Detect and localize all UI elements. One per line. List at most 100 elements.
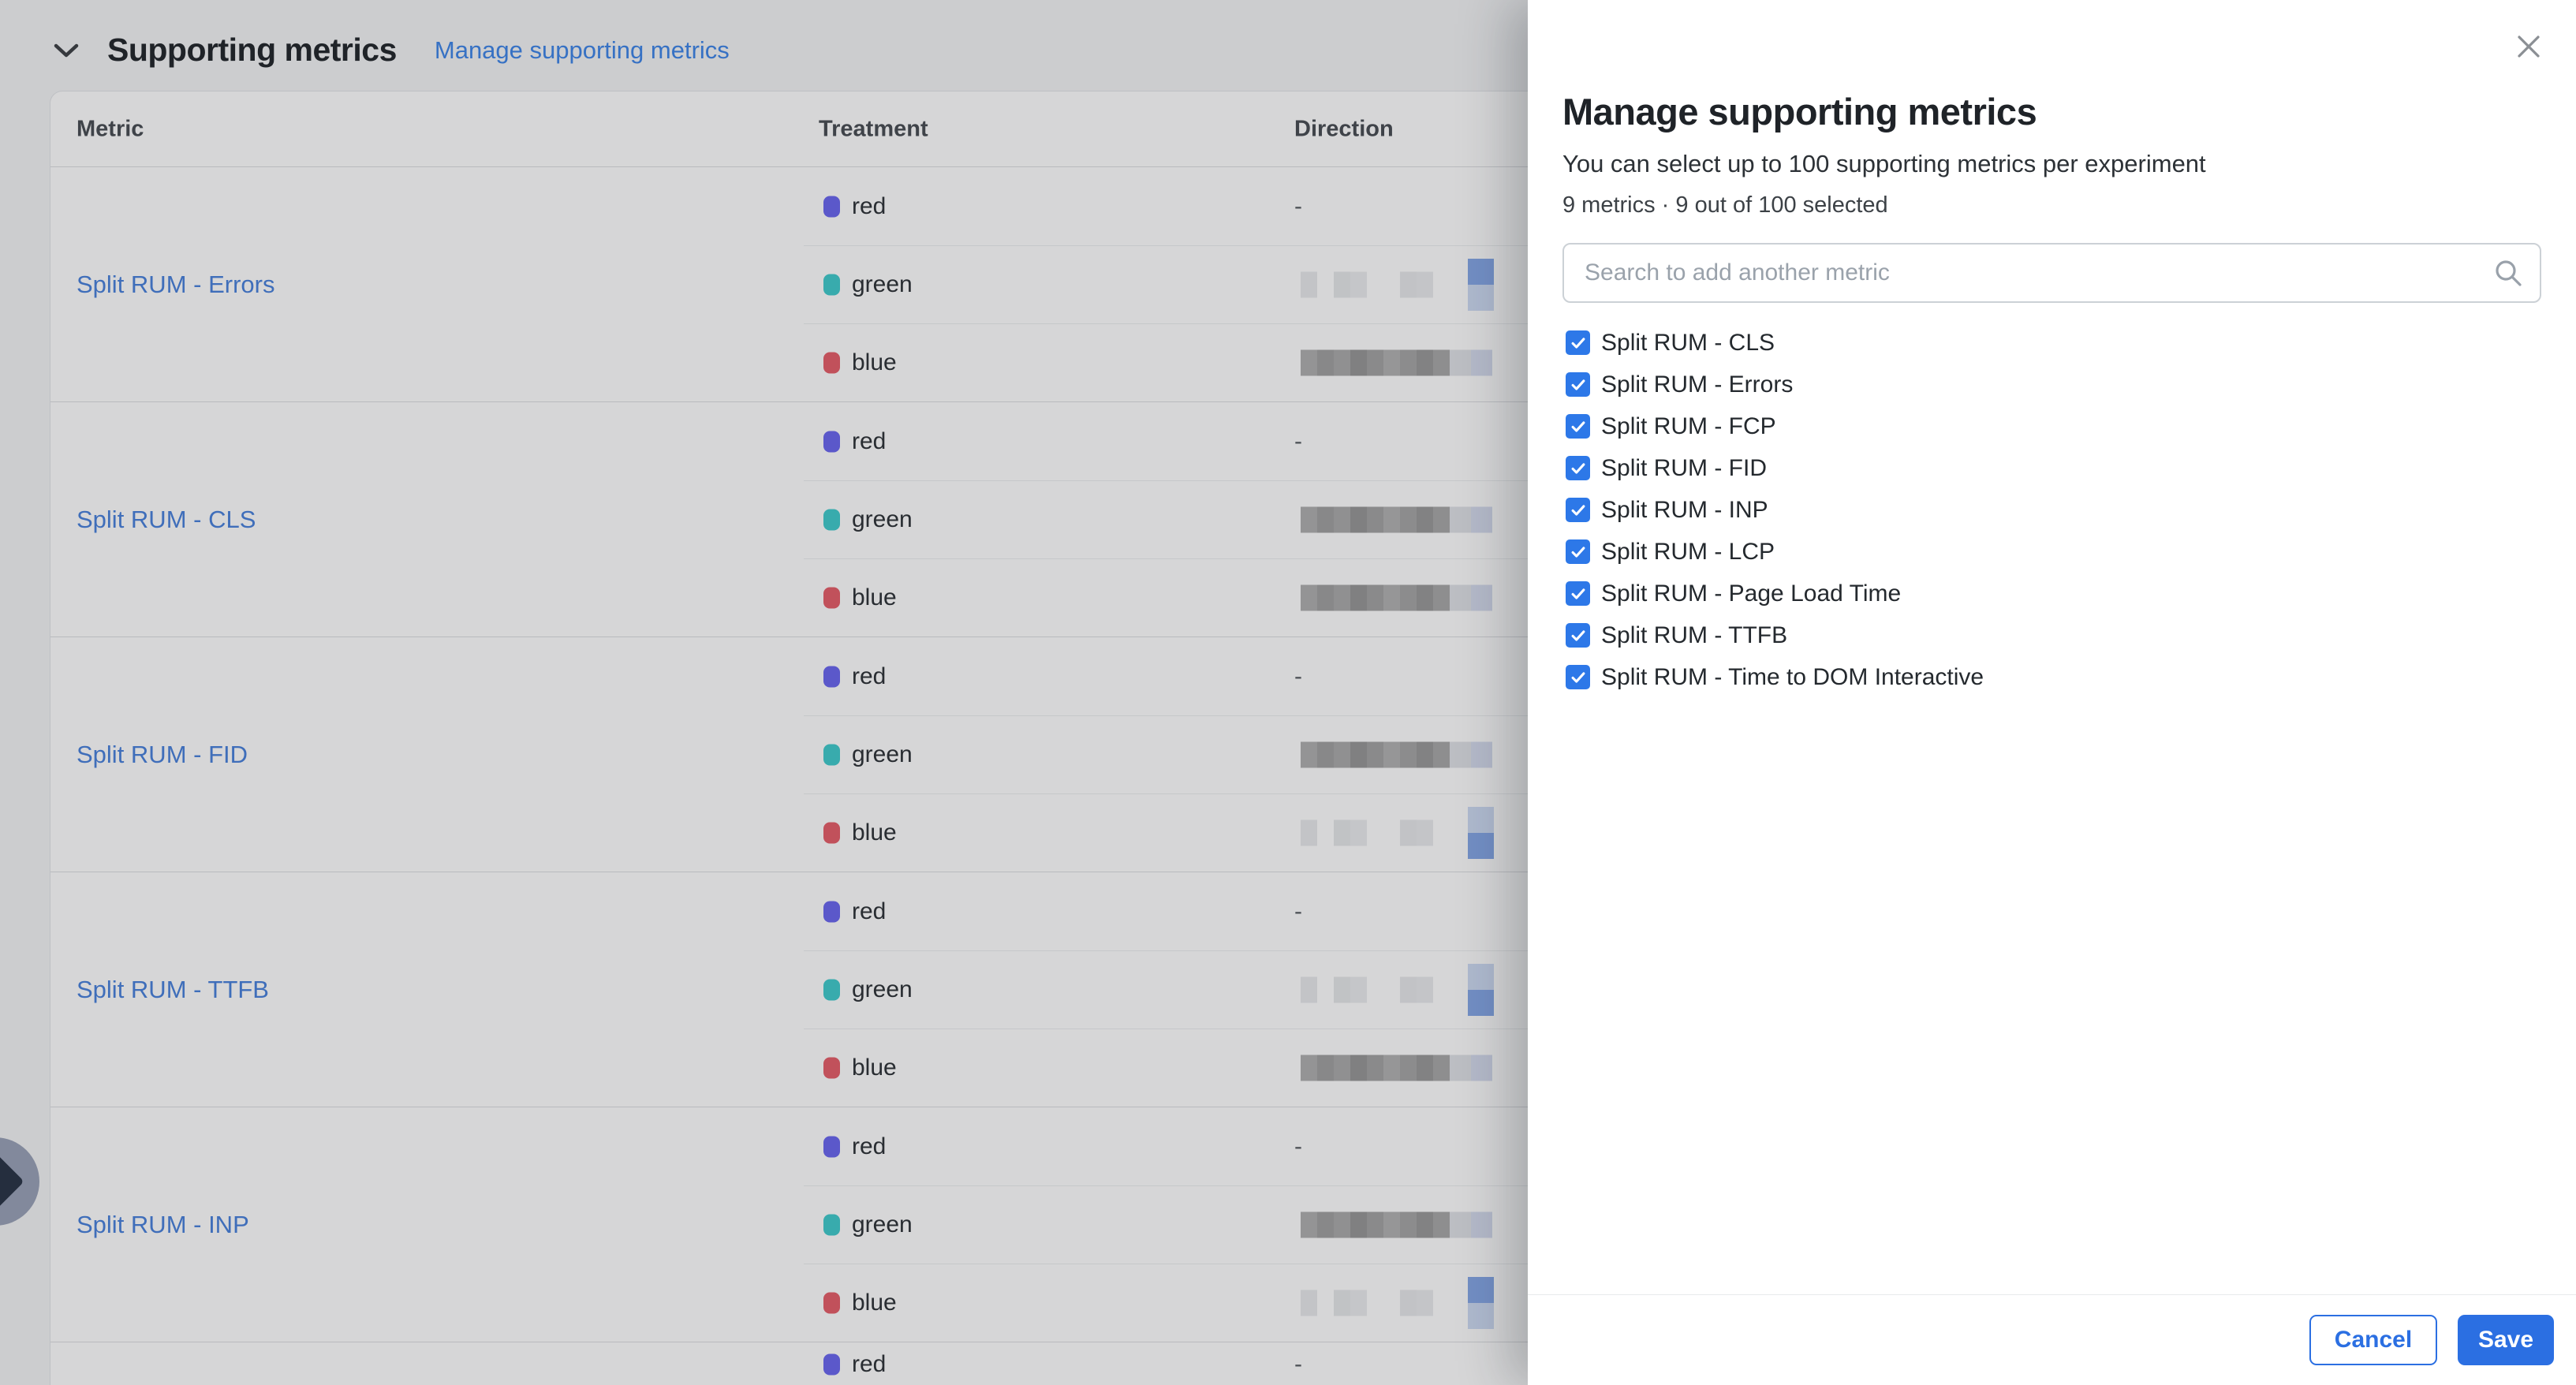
- metric-list-item[interactable]: Split RUM - LCP: [1562, 531, 2541, 573]
- treatment-label: red: [852, 192, 887, 219]
- metric-checkbox-label: Split RUM - FCP: [1601, 413, 1776, 439]
- metric-list-item[interactable]: Split RUM - CLS: [1562, 322, 2541, 364]
- check-icon: [1571, 671, 1585, 683]
- column-header-metric: Metric: [77, 116, 144, 141]
- treatment-row: red -: [50, 872, 2576, 950]
- close-icon: [2518, 35, 2540, 58]
- metric-checkbox-label: Split RUM - Page Load Time: [1601, 580, 1902, 607]
- treatment-row: red -: [50, 402, 2576, 480]
- metric-name-link[interactable]: Split RUM - Errors: [77, 270, 275, 298]
- metric-search: [1562, 243, 2541, 303]
- metric-name-link[interactable]: Split RUM - INP: [77, 1210, 249, 1238]
- panel-title: Manage supporting metrics: [1562, 91, 2037, 133]
- treatment-color-chip: [823, 1136, 840, 1157]
- treatment-color-chip: [823, 822, 840, 843]
- metric-checkbox[interactable]: [1566, 330, 1590, 355]
- direction-value: -: [1294, 1133, 1302, 1159]
- treatment-color-chip: [823, 352, 840, 373]
- metric-list-item[interactable]: Split RUM - TTFB: [1562, 614, 2541, 656]
- treatment-label: red: [852, 1351, 887, 1377]
- treatment-label: green: [852, 271, 913, 297]
- search-input[interactable]: [1562, 243, 2541, 303]
- metric-name-link[interactable]: Split RUM - CLS: [77, 505, 256, 533]
- treatment-label: green: [852, 1211, 913, 1238]
- redacted-value: [1301, 480, 1506, 558]
- metric-checkbox[interactable]: [1566, 581, 1590, 606]
- close-panel-button[interactable]: [2511, 30, 2546, 65]
- redacted-value: [1301, 950, 1506, 1028]
- manage-supporting-metrics-link[interactable]: Manage supporting metrics: [434, 35, 730, 64]
- treatment-color-chip: [823, 979, 840, 1000]
- metric-name-link[interactable]: Split RUM - TTFB: [77, 975, 269, 1003]
- treatment-label: green: [852, 741, 913, 767]
- save-button[interactable]: Save: [2458, 1315, 2554, 1365]
- chevron-down-icon: [54, 43, 79, 57]
- section-collapse-button[interactable]: [52, 36, 80, 65]
- treatment-color-chip: [823, 666, 840, 687]
- redacted-value: [1301, 793, 1506, 872]
- metric-list-item[interactable]: Split RUM - INP: [1562, 489, 2541, 531]
- metric-checkbox-label: Split RUM - CLS: [1601, 329, 1775, 356]
- treatment-color-chip: [823, 587, 840, 608]
- modal-scrim[interactable]: [0, 0, 1528, 1385]
- metric-checkbox[interactable]: [1566, 372, 1590, 397]
- cancel-button[interactable]: Cancel: [2309, 1315, 2437, 1365]
- metric-list-item[interactable]: Split RUM - FCP: [1562, 405, 2541, 447]
- treatment-label: red: [852, 1133, 887, 1159]
- metric-checkbox[interactable]: [1566, 498, 1590, 522]
- check-icon: [1571, 462, 1585, 474]
- selection-count-text: 9 metrics · 9 out of 100 selected: [1562, 192, 1888, 218]
- redacted-value: [1301, 323, 1506, 401]
- treatment-color-chip: [823, 509, 840, 530]
- check-icon: [1571, 588, 1585, 599]
- panel-subtitle: You can select up to 100 supporting metr…: [1562, 150, 2206, 177]
- metric-checkbox[interactable]: [1566, 623, 1590, 648]
- metric-list-item[interactable]: Split RUM - Page Load Time: [1562, 573, 2541, 614]
- treatment-label: red: [852, 898, 887, 924]
- direction-value: -: [1294, 427, 1302, 454]
- panel-footer: Cancel Save: [1528, 1294, 2576, 1385]
- supporting-metrics-section-header: Supporting metrics Manage supporting met…: [52, 32, 730, 69]
- treatment-color-chip: [823, 1353, 840, 1376]
- redacted-value: [1301, 1028, 1506, 1107]
- metric-checkbox-label: Split RUM - Time to DOM Interactive: [1601, 663, 1984, 690]
- redacted-value: [1301, 1185, 1506, 1264]
- treatment-label: blue: [852, 1054, 897, 1081]
- metric-checkbox[interactable]: [1566, 665, 1590, 689]
- treatment-color-chip: [823, 1214, 840, 1235]
- check-icon: [1571, 379, 1585, 390]
- metric-group-row: Split RUM - INP red - green blue: [50, 1107, 2576, 1342]
- treatment-row: red -: [50, 1107, 2576, 1185]
- metric-checkbox[interactable]: [1566, 539, 1590, 564]
- direction-value: -: [1294, 192, 1302, 219]
- metric-group-row: red -: [50, 1342, 2576, 1385]
- treatment-row: red -: [50, 167, 2576, 245]
- metric-checkbox-label: Split RUM - Errors: [1601, 371, 1794, 398]
- metric-list-item[interactable]: Split RUM - FID: [1562, 447, 2541, 489]
- treatment-color-chip: [823, 1292, 840, 1313]
- check-icon: [1571, 629, 1585, 641]
- table-header-row: Metric Treatment Direction: [50, 91, 2576, 166]
- treatment-label: blue: [852, 819, 897, 846]
- treatment-row: red -: [50, 637, 2576, 715]
- treatment-label: red: [852, 663, 887, 689]
- metric-list-item[interactable]: Split RUM - Errors: [1562, 364, 2541, 405]
- direction-value: -: [1294, 1351, 1302, 1377]
- treatment-label: red: [852, 427, 887, 454]
- metric-checkbox-label: Split RUM - TTFB: [1601, 622, 1788, 648]
- treatment-label: green: [852, 506, 913, 532]
- metric-list-item[interactable]: Split RUM - Time to DOM Interactive: [1562, 656, 2541, 698]
- treatment-label: blue: [852, 1289, 897, 1316]
- treatment-color-chip: [823, 274, 840, 295]
- treatment-color-chip: [823, 1057, 840, 1078]
- metric-checkbox[interactable]: [1566, 456, 1590, 480]
- treatment-color-chip: [823, 196, 840, 217]
- treatment-row: green: [50, 1185, 2576, 1264]
- page-title: Supporting metrics: [107, 32, 397, 68]
- metric-checkbox[interactable]: [1566, 414, 1590, 439]
- direction-value: -: [1294, 663, 1302, 689]
- metric-checkbox-label: Split RUM - LCP: [1601, 538, 1775, 565]
- manage-supporting-metrics-panel: Manage supporting metrics You can select…: [1528, 0, 2576, 1385]
- metric-name-link[interactable]: Split RUM - FID: [77, 740, 248, 768]
- check-icon: [1571, 420, 1585, 432]
